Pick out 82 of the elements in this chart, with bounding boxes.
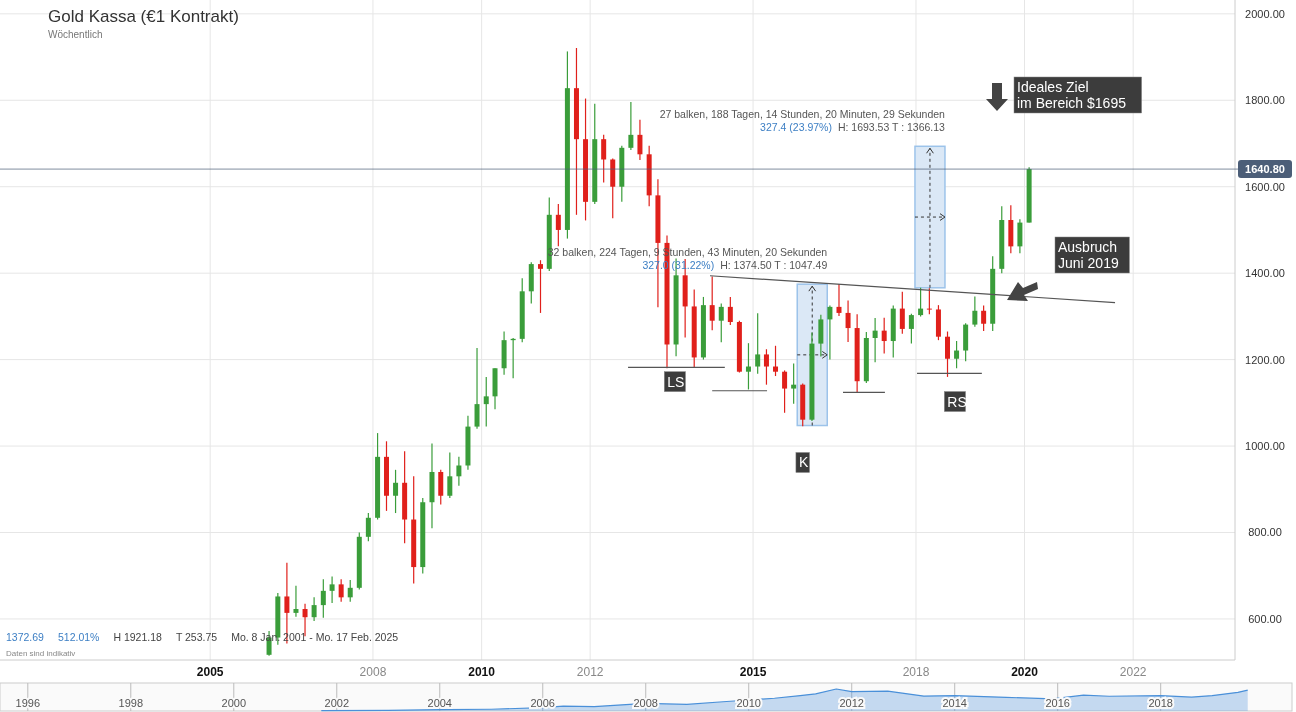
candlestick bbox=[709, 276, 715, 331]
candlestick bbox=[538, 259, 543, 314]
candlestick bbox=[393, 469, 399, 514]
x-tick-label: 2000 bbox=[221, 697, 247, 709]
x-tick-label: 1998 bbox=[118, 697, 144, 709]
candlestick bbox=[827, 304, 833, 361]
x-tick-label: 2004 bbox=[427, 697, 453, 709]
annotation: LS bbox=[667, 373, 685, 390]
candlestick bbox=[872, 317, 878, 363]
candlestick bbox=[320, 578, 326, 619]
candlestick bbox=[845, 299, 851, 343]
candlestick bbox=[474, 347, 480, 430]
annotation: Ideales Ziel im Bereich $1695 bbox=[1017, 79, 1127, 111]
chart-title: Gold Kassa (€1 Kontrakt) bbox=[48, 7, 239, 26]
y-tick-label: 600.00 bbox=[1248, 612, 1282, 625]
y-tick-label: 800.00 bbox=[1248, 526, 1282, 539]
y-tick-label: 2000.00 bbox=[1245, 7, 1285, 20]
candlestick bbox=[456, 456, 462, 487]
annotation: RS bbox=[947, 393, 967, 410]
annotation: Ausbruch Juni 2019 bbox=[1058, 239, 1119, 271]
candlestick bbox=[438, 469, 444, 505]
candlestick bbox=[908, 313, 914, 345]
x-tick-label: 1996 bbox=[15, 697, 41, 709]
x-tick-label: 2005 bbox=[196, 665, 224, 679]
candlestick bbox=[365, 512, 371, 542]
candlestick bbox=[881, 317, 887, 355]
x-tick-label: 2020 bbox=[1011, 665, 1039, 679]
candlestick bbox=[447, 451, 453, 499]
candlestick bbox=[347, 579, 353, 603]
candlestick bbox=[338, 578, 344, 603]
x-tick-label: 2018 bbox=[902, 665, 930, 679]
x-tick-label: 2010 bbox=[468, 665, 496, 679]
candlestick bbox=[763, 348, 769, 386]
candlestick bbox=[293, 585, 299, 618]
annotation: K bbox=[798, 454, 809, 471]
x-tick-label: 2012 bbox=[576, 665, 604, 679]
candlestick bbox=[773, 345, 779, 377]
x-tick-label: 2022 bbox=[1119, 665, 1147, 679]
y-tick-label: 1800.00 bbox=[1245, 94, 1285, 107]
candlestick bbox=[718, 302, 724, 343]
candlestick bbox=[1017, 218, 1023, 254]
x-tick-label: 2002 bbox=[324, 697, 350, 709]
candlestick bbox=[926, 287, 932, 315]
candlestick bbox=[329, 575, 335, 604]
y-tick-label: 1600.00 bbox=[1245, 180, 1285, 193]
candlestick bbox=[601, 134, 607, 183]
text: Wöchentlich bbox=[48, 29, 103, 40]
candlestick bbox=[637, 119, 643, 161]
y-tick-label: 1000.00 bbox=[1245, 440, 1285, 453]
x-tick-label: 2008 bbox=[359, 665, 387, 679]
candlestick bbox=[981, 304, 987, 332]
candlestick bbox=[836, 283, 842, 317]
ref-line-label: 1640.80 bbox=[1245, 163, 1285, 176]
candlestick bbox=[755, 312, 761, 375]
candlestick bbox=[628, 101, 634, 151]
candlestick bbox=[954, 340, 960, 369]
annotation: T 253.75 bbox=[175, 631, 218, 643]
x-tick-label: 2016 bbox=[1045, 697, 1070, 709]
x-tick-label: 2012 bbox=[839, 697, 864, 709]
annotation: 27 balken, 188 Tagen, 14 Stunden, 20 Minuten, 29 Sekunden 327.4 (23.97%) H: 1693.53 T : 1366.13 bbox=[659, 108, 946, 134]
candlestick bbox=[727, 296, 733, 326]
candlestick bbox=[972, 295, 978, 328]
y-tick-label: 1400.00 bbox=[1245, 267, 1285, 280]
annotation: 512.01% bbox=[57, 631, 100, 643]
y-tick-label: 1200.00 bbox=[1245, 353, 1285, 366]
annotation: 1372.69 bbox=[6, 631, 45, 643]
x-tick-label: 2010 bbox=[736, 697, 761, 709]
x-tick-label: 2018 bbox=[1148, 697, 1173, 709]
candlestick bbox=[782, 369, 788, 414]
annotation: Daten sind indikativ bbox=[6, 649, 76, 658]
candlestick bbox=[918, 287, 924, 317]
candlestick bbox=[555, 203, 561, 247]
annotation: H 1921.18 bbox=[113, 631, 163, 643]
x-tick-label: 2015 bbox=[739, 665, 767, 679]
candlestick bbox=[899, 291, 905, 335]
candlestick bbox=[791, 362, 797, 405]
candlestick bbox=[483, 376, 489, 428]
x-tick-label: 2006 bbox=[530, 697, 555, 709]
candlestick bbox=[311, 596, 317, 622]
x-tick-label: 2014 bbox=[942, 697, 967, 709]
candlestick bbox=[945, 330, 951, 378]
candlestick bbox=[745, 342, 751, 391]
